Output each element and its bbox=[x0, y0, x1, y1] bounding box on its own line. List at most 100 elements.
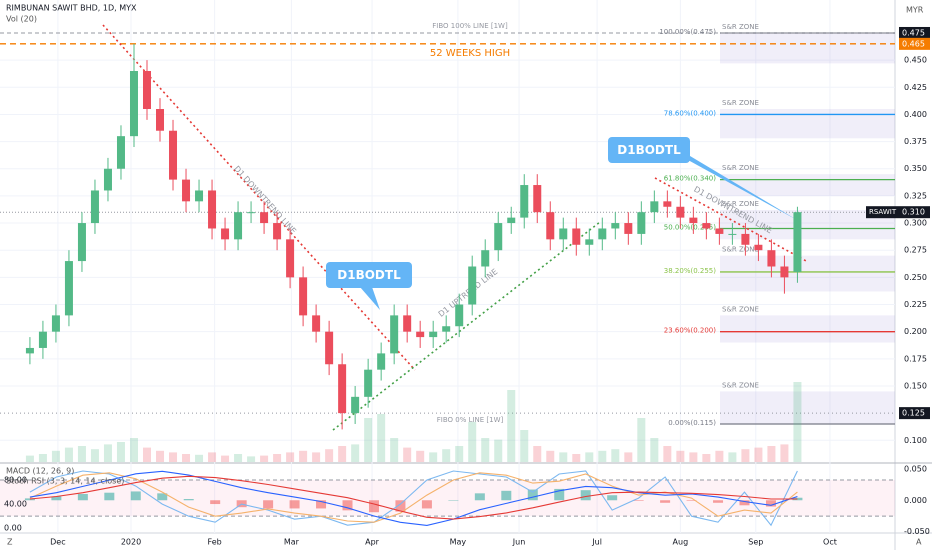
x-tick-label: May bbox=[450, 538, 467, 547]
x-tick-label: Mar bbox=[284, 538, 300, 547]
candle-body bbox=[754, 244, 763, 251]
price-badge bbox=[866, 206, 930, 219]
candle-body bbox=[273, 223, 282, 240]
volume-bar bbox=[624, 452, 633, 462]
x-tick-label: Jul bbox=[591, 538, 602, 547]
candle-body bbox=[260, 212, 269, 224]
sr-zone-label: S&R ZONE bbox=[722, 99, 759, 107]
volume-bar bbox=[468, 422, 477, 462]
candle-body bbox=[247, 212, 256, 214]
volume-bar bbox=[338, 446, 347, 462]
volume-bar bbox=[572, 454, 581, 462]
candle-body bbox=[182, 179, 191, 202]
volume-bar bbox=[429, 452, 438, 462]
y-tick-label: 0.400 bbox=[904, 110, 927, 119]
scale-button[interactable]: A bbox=[916, 538, 922, 547]
candle-body bbox=[494, 223, 503, 251]
overlays: 0.100 0.150 0.175 0.200 0.225 0.250 0.275 0.300… bbox=[4, 26, 930, 547]
price-badge-text: 0.475 bbox=[902, 28, 925, 37]
volume-bar bbox=[442, 449, 451, 462]
y-tick-label: 0.300 bbox=[904, 219, 927, 228]
x-tick-label: Aug bbox=[673, 538, 689, 547]
macd-histogram bbox=[342, 500, 353, 511]
y-tick-label: 0.175 bbox=[904, 354, 927, 363]
candle-body bbox=[793, 212, 802, 272]
candle-body bbox=[559, 228, 568, 240]
volume-bar bbox=[377, 414, 386, 462]
macd-histogram bbox=[263, 500, 274, 509]
candle-body bbox=[286, 239, 295, 278]
volume-bar bbox=[25, 455, 34, 462]
candle-body bbox=[481, 250, 490, 267]
candle-body bbox=[299, 277, 308, 316]
candle-body bbox=[364, 369, 373, 397]
candle-body bbox=[416, 331, 425, 338]
macd-tick-label: 0.000 bbox=[904, 496, 927, 505]
candle-body bbox=[429, 331, 438, 338]
candle-body bbox=[442, 326, 451, 332]
sr-zone bbox=[720, 255, 895, 292]
callout-pointer bbox=[680, 150, 797, 220]
candle-body bbox=[689, 217, 698, 224]
candle-body bbox=[312, 315, 321, 332]
macd-histogram bbox=[104, 492, 115, 501]
y-tick-label: 0.375 bbox=[904, 137, 927, 146]
volume-bar bbox=[129, 438, 138, 462]
candle-body bbox=[455, 304, 464, 327]
volume-bar bbox=[195, 454, 204, 462]
candle-body bbox=[64, 261, 73, 316]
candle-body bbox=[507, 217, 516, 224]
macd-histogram bbox=[51, 496, 62, 501]
x-tick-label: Dec bbox=[50, 538, 65, 547]
candle-body bbox=[546, 212, 555, 240]
volume-bar bbox=[585, 452, 594, 462]
volume-bar bbox=[598, 450, 607, 462]
candle-body bbox=[221, 228, 230, 240]
macd-histogram bbox=[739, 500, 750, 506]
candle-body bbox=[338, 364, 347, 414]
volume-bar bbox=[208, 452, 217, 462]
volume-bar bbox=[64, 447, 73, 462]
fib-label: 61.80%(0.340) bbox=[664, 175, 716, 183]
volume-bar bbox=[611, 449, 620, 462]
volume-bar bbox=[182, 454, 191, 462]
y-tick-label: 0.275 bbox=[904, 246, 927, 255]
stoch-k bbox=[29, 470, 798, 527]
chart-title: RIMBUNAN SAWIT BHD, 1D, MYX bbox=[6, 4, 137, 13]
candle-body bbox=[663, 201, 672, 207]
volume-bar bbox=[637, 418, 646, 462]
candle-body bbox=[702, 223, 711, 229]
price-badge bbox=[899, 37, 930, 50]
stoch-tick-label: 0.00 bbox=[4, 524, 22, 533]
volume-bar bbox=[273, 454, 282, 462]
macd-histogram bbox=[633, 500, 644, 501]
sr-zone bbox=[720, 32, 895, 64]
candle-body bbox=[611, 223, 620, 229]
volume-bar bbox=[286, 452, 295, 462]
macd-histogram bbox=[289, 500, 300, 509]
scale-button[interactable]: Z bbox=[7, 538, 13, 547]
volume-bar bbox=[260, 455, 269, 462]
candle-body bbox=[51, 315, 60, 332]
candle-body bbox=[403, 315, 412, 332]
volume-bar bbox=[559, 452, 568, 462]
volume-bar bbox=[390, 438, 399, 462]
symbol-label: RSAWIT bbox=[869, 208, 897, 216]
sr-zone bbox=[720, 391, 895, 424]
volume-bar bbox=[546, 450, 555, 462]
candle-body bbox=[468, 266, 477, 305]
price-badge bbox=[899, 26, 930, 39]
y-tick-label: 0.225 bbox=[904, 300, 927, 309]
sr-zone bbox=[720, 174, 895, 196]
sr-zone bbox=[720, 315, 895, 343]
callout-text: D1BODTL bbox=[617, 143, 681, 157]
stoch-tick-label: 40.00 bbox=[4, 500, 27, 509]
signal-line bbox=[29, 475, 798, 520]
macd-histogram bbox=[157, 493, 168, 501]
macd-histogram bbox=[792, 497, 803, 501]
y-tick-label: 0.200 bbox=[904, 327, 927, 336]
level-name: 52 WEEKS HIGH bbox=[430, 48, 510, 59]
macd-histogram bbox=[686, 500, 697, 501]
macd-histogram bbox=[421, 500, 432, 509]
